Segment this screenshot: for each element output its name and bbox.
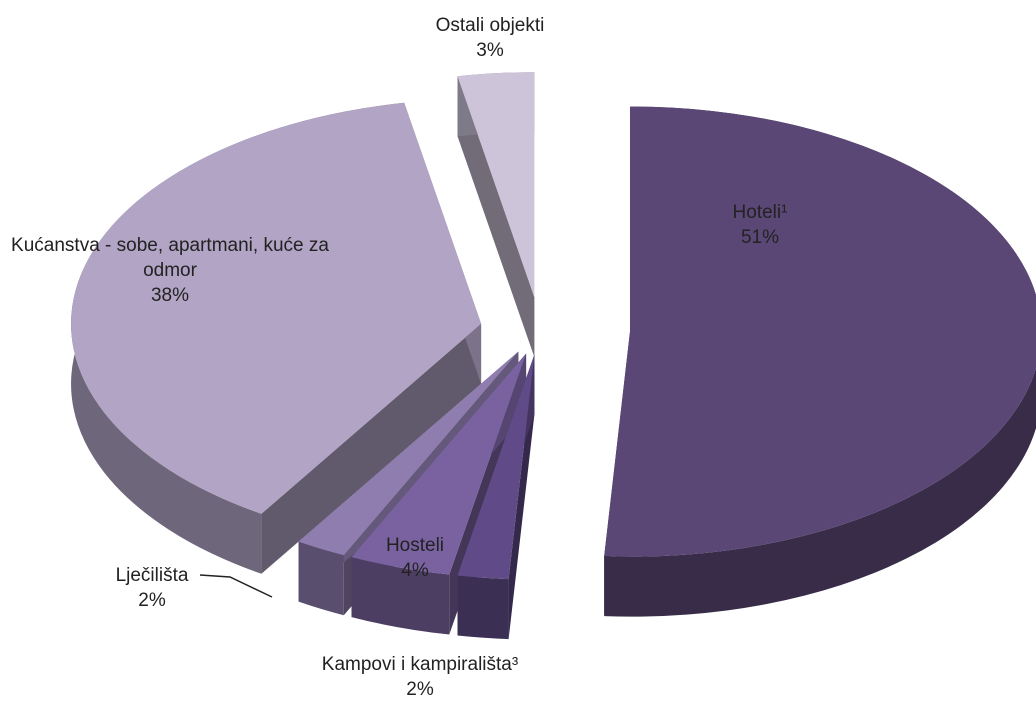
slice-wall <box>298 541 344 616</box>
slice-wall <box>457 575 509 640</box>
value-label: 3% <box>476 40 504 61</box>
slice-top <box>604 106 1036 557</box>
slice-wall <box>351 557 450 635</box>
slice-top <box>457 354 535 580</box>
slice-label: Kampovi i kampirališta³ 2% <box>240 652 600 702</box>
slice-label: Hoteli¹ 51% <box>580 200 940 250</box>
category-label: Lječilišta <box>115 565 189 586</box>
slice-label: Ostali objekti 3% <box>310 13 670 63</box>
slice-label: Hosteli 4% <box>235 533 595 583</box>
category-label: Kućanstva - sobe, apartmani, kuće za odm… <box>11 235 329 281</box>
pie-slice <box>604 106 1036 617</box>
pie-slice <box>457 354 535 640</box>
value-label: 2% <box>406 679 434 700</box>
slice-top <box>298 351 519 556</box>
value-label: 2% <box>138 590 166 611</box>
slice-side <box>457 76 535 358</box>
value-label: 38% <box>150 285 190 306</box>
slice-top <box>71 102 482 514</box>
leader-line <box>199 574 273 598</box>
pie-slice <box>71 102 482 574</box>
pie-slice <box>457 72 535 358</box>
value-label: 51% <box>740 227 780 248</box>
category-label: Ostali objekti <box>435 15 545 36</box>
slice-label: Kućanstva - sobe, apartmani, kuće za odm… <box>10 233 330 308</box>
category-label: Hoteli¹ <box>732 202 788 223</box>
category-label: Kampovi i kampirališta³ <box>321 654 519 675</box>
slice-top <box>457 72 535 298</box>
slice-label: Lječilišta 2% <box>0 563 332 613</box>
slice-side <box>261 323 482 574</box>
category-label: Hosteli <box>385 535 445 556</box>
slice-top <box>351 353 527 575</box>
value-label: 4% <box>401 560 429 581</box>
